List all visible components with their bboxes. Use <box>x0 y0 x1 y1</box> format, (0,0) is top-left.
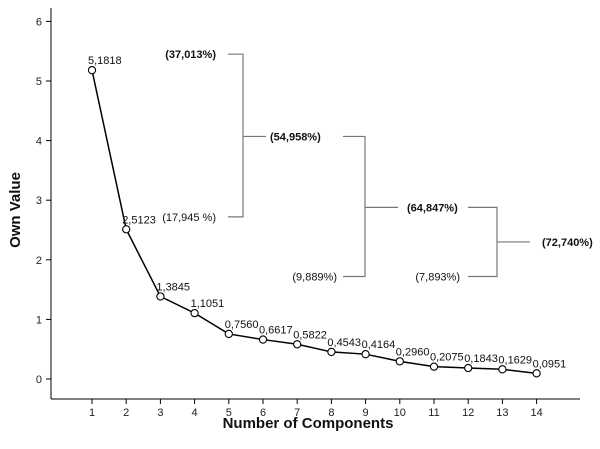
data-label: 1,3845 <box>156 281 190 293</box>
x-tick-label: 13 <box>496 407 508 419</box>
y-tick-label: 1 <box>36 314 42 326</box>
data-label: 0,4543 <box>327 337 361 349</box>
x-tick-label: 4 <box>192 407 198 419</box>
data-point <box>156 292 165 301</box>
data-label: 0,5822 <box>293 329 327 341</box>
x-tick-label: 2 <box>123 407 129 419</box>
data-point <box>532 369 541 378</box>
bracket-total-label: (72,740%) <box>542 237 593 249</box>
data-label: 1,1051 <box>191 298 225 310</box>
variance-bracket <box>343 135 398 278</box>
bracket-top-label: (37,013%) <box>165 49 216 61</box>
y-tick-label: 0 <box>36 374 42 386</box>
bracket-bottom-label: (9,889%) <box>292 271 337 283</box>
y-tick-label: 6 <box>36 16 42 28</box>
data-point <box>224 329 233 339</box>
bracket-bottom-label: (7,893%) <box>415 271 460 283</box>
data-point <box>87 66 97 75</box>
data-label: 0,2960 <box>396 346 430 358</box>
data-point <box>293 340 302 349</box>
x-tick-label: 11 <box>428 407 439 419</box>
x-tick-label: 7 <box>294 407 300 419</box>
variance-bracket <box>228 53 266 218</box>
x-tick-label: 12 <box>462 407 474 419</box>
data-label: 2,5123 <box>122 214 156 226</box>
data-point <box>122 225 131 234</box>
x-tick-label: 14 <box>530 407 542 419</box>
y-axis-title: Own Value <box>7 172 24 248</box>
data-point <box>361 350 370 359</box>
bracket-total-label: (54,958%) <box>270 131 321 143</box>
data-point <box>190 308 199 318</box>
series-line <box>91 70 537 375</box>
x-axis-title: Number of Components <box>223 415 394 432</box>
bracket-total-label: (64,847%) <box>407 202 458 214</box>
x-tick-label: 1 <box>89 407 95 419</box>
data-point <box>498 365 507 374</box>
data-label: 0,7560 <box>225 319 259 331</box>
x-tick-label: 6 <box>260 407 266 419</box>
data-label: 0,2075 <box>430 352 464 364</box>
data-point <box>258 335 268 344</box>
y-tick-label: 5 <box>36 76 42 88</box>
bracket-bottom-label: (17,945 %) <box>162 212 216 224</box>
x-tick-label: 8 <box>328 407 334 419</box>
data-label: 0,1843 <box>464 353 498 365</box>
data-point <box>464 363 473 373</box>
data-label: 5,1818 <box>88 55 122 67</box>
data-label: 0,0951 <box>533 358 567 370</box>
data-label: 0,4164 <box>362 339 396 351</box>
data-label: 0,1629 <box>498 354 532 366</box>
data-point <box>327 347 336 357</box>
variance-bracket <box>468 206 530 278</box>
series <box>87 66 541 378</box>
x-tick-label: 9 <box>363 407 369 419</box>
y-tick-label: 2 <box>36 255 42 267</box>
data-point <box>395 357 404 366</box>
data-label: 0,6617 <box>259 325 293 337</box>
x-tick-label: 3 <box>157 407 163 419</box>
axes <box>50 8 580 400</box>
brackets: (37,013%) (17,945 %) (54,958%) (9,889%) (64,… <box>162 49 593 283</box>
x-tick-label: 10 <box>394 407 406 419</box>
y-tick-label: 3 <box>36 195 42 207</box>
x-tick-label: 5 <box>226 407 232 419</box>
data-point <box>429 362 439 371</box>
y-tick-label: 4 <box>36 136 42 148</box>
